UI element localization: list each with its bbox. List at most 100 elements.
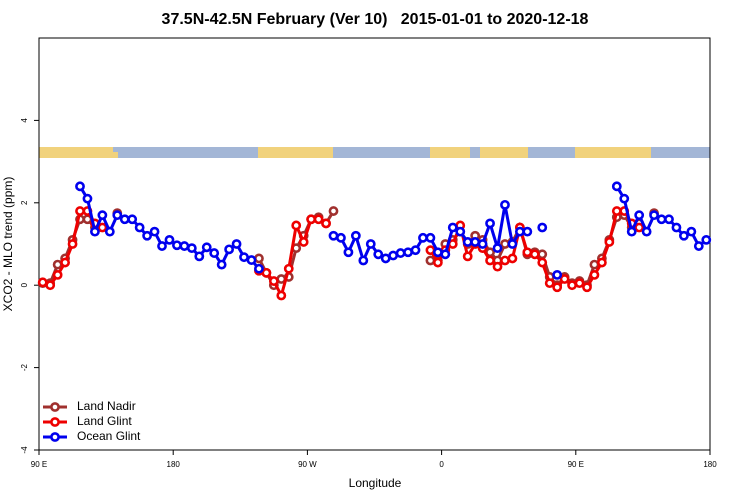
- legend-label: Ocean Glint: [77, 429, 141, 443]
- data-point: [261, 267, 272, 278]
- chart-title: 37.5N-42.5N February (Ver 10) 2015-01-01…: [162, 11, 589, 28]
- data-point: [425, 245, 436, 256]
- data-point: [291, 220, 302, 231]
- data-point: [671, 222, 682, 233]
- data-point: [298, 237, 309, 247]
- data-point: [321, 218, 331, 229]
- data-point: [537, 249, 548, 260]
- data-point: [693, 241, 704, 251]
- data-point: [507, 253, 518, 264]
- data-point: [194, 251, 205, 262]
- data-point: [440, 249, 451, 260]
- data-point: [529, 249, 540, 260]
- data-point: [679, 230, 689, 241]
- data-point: [224, 244, 235, 255]
- map-strip: [39, 147, 710, 158]
- y-tick-label: 4: [20, 118, 29, 123]
- y-tick-label: -4: [20, 446, 29, 454]
- data-point: [611, 206, 622, 216]
- data-point: [336, 232, 346, 243]
- data-point: [313, 214, 324, 225]
- data-point: [634, 210, 645, 221]
- data-point: [649, 210, 659, 221]
- data-point: [589, 259, 600, 270]
- data-point: [276, 290, 287, 301]
- data-point: [432, 257, 443, 268]
- data-point: [306, 214, 317, 225]
- data-point: [582, 282, 592, 293]
- data-point: [686, 226, 697, 237]
- data-point: [112, 210, 123, 221]
- data-point: [567, 280, 577, 291]
- data-point: [45, 280, 56, 291]
- data-point: [268, 276, 279, 286]
- data-point: [507, 239, 518, 249]
- legend-label: Land Glint: [77, 414, 132, 428]
- data-point: [403, 247, 413, 258]
- legend-marker: [50, 432, 60, 442]
- data-point: [447, 222, 458, 233]
- x-axis-label: Longitude: [349, 476, 402, 490]
- data-point: [418, 232, 428, 243]
- data-point: [485, 255, 495, 266]
- data-point: [410, 245, 421, 256]
- data-point: [522, 247, 533, 258]
- data-point: [425, 255, 436, 266]
- data-point: [201, 242, 212, 253]
- data-point: [254, 263, 264, 274]
- data-point: [664, 214, 674, 225]
- data-point: [75, 206, 85, 216]
- data-point: [514, 226, 525, 237]
- data-point: [90, 226, 100, 237]
- data-point: [37, 277, 48, 288]
- data-point: [552, 282, 563, 293]
- y-tick-label: -2: [20, 363, 29, 371]
- data-point: [455, 226, 466, 237]
- data-point: [462, 251, 473, 262]
- data-point: [492, 261, 503, 272]
- data-point: [626, 226, 637, 237]
- x-tick-label: 180: [167, 460, 181, 469]
- data-point: [611, 181, 622, 192]
- legend-marker: [50, 402, 60, 412]
- data-point: [544, 278, 555, 289]
- data-point: [134, 222, 145, 233]
- data-point: [470, 237, 481, 247]
- data-point: [179, 241, 190, 251]
- data-point: [380, 253, 391, 264]
- data-point: [172, 240, 182, 251]
- plot-frame: [38, 37, 711, 451]
- data-point: [239, 252, 249, 263]
- x-tick-label: 90 W: [298, 460, 317, 469]
- data-point: [350, 230, 361, 241]
- y-tick-label: 0: [20, 282, 29, 287]
- data-point: [127, 214, 138, 225]
- data-point: [432, 247, 443, 258]
- data-point: [701, 234, 712, 245]
- data-point: [395, 248, 406, 258]
- data-point: [75, 181, 85, 192]
- legend-marker: [50, 417, 60, 427]
- legend-label: Land Nadir: [77, 399, 136, 413]
- data-point: [358, 255, 369, 266]
- x-tick-label: 0: [439, 460, 444, 469]
- data-point: [552, 269, 563, 280]
- data-point: [82, 193, 93, 204]
- data-point: [500, 255, 510, 266]
- data-point: [67, 239, 78, 249]
- data-point: [537, 222, 548, 233]
- x-tick-label: 180: [703, 460, 717, 469]
- data-point: [425, 232, 436, 243]
- data-point: [60, 257, 70, 268]
- data-point: [186, 243, 197, 254]
- data-point: [343, 247, 354, 258]
- data-point: [537, 257, 548, 268]
- data-point: [246, 255, 257, 265]
- data-point: [231, 239, 242, 249]
- data-point: [641, 226, 652, 237]
- data-point: [365, 239, 376, 249]
- data-point: [574, 278, 585, 289]
- data-point: [634, 222, 645, 233]
- series-line: [78, 185, 261, 270]
